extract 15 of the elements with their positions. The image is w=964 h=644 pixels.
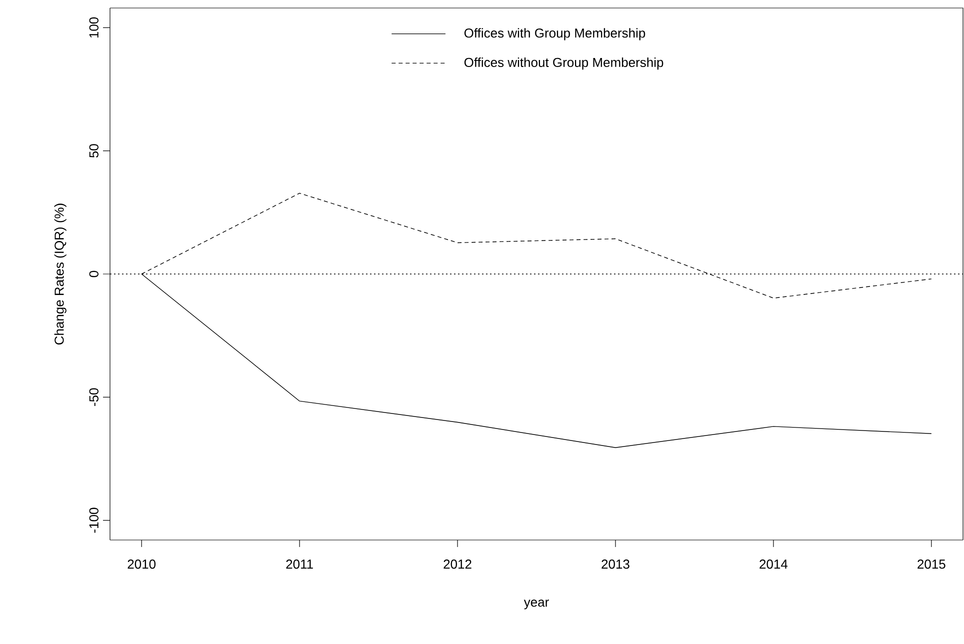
y-tick-label: 0: [89, 270, 98, 278]
x-tick-label: 2011: [286, 560, 313, 569]
legend-label: Offices with Group Membership: [464, 28, 646, 40]
y-tick-label: -100: [89, 508, 98, 533]
y-axis-title: Change Rates (IQR) (%): [54, 204, 66, 344]
x-tick-label: 2010: [128, 560, 156, 569]
y-tick-label: 100: [89, 17, 98, 38]
x-axis-title: year: [524, 600, 549, 610]
x-tick-label: 2012: [444, 560, 472, 569]
y-tick-label: 50: [89, 144, 98, 158]
x-tick-label: 2014: [760, 560, 788, 569]
legend-label: Offices without Group Membership: [464, 57, 664, 70]
y-tick-label: -50: [89, 388, 98, 406]
x-tick-label: 2013: [602, 560, 630, 569]
x-tick-label: 2015: [918, 560, 946, 569]
